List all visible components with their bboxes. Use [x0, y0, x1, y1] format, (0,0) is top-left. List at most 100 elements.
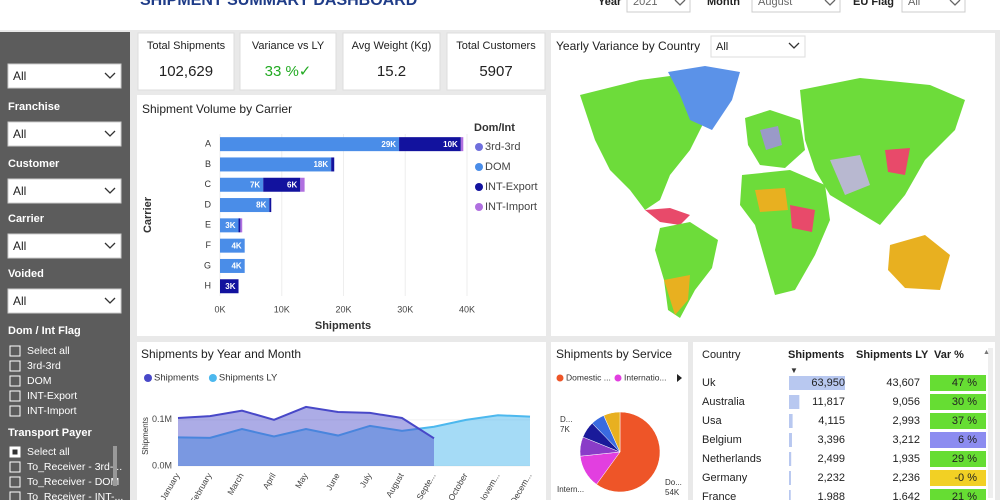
- line: [177, 405, 435, 440]
- legend-marker: [556, 374, 564, 382]
- sidebar-dropdown[interactable]: [7, 178, 122, 204]
- table-cell: 30 %: [952, 396, 977, 408]
- map-greenland: [668, 66, 740, 130]
- data-label: 6K: [287, 180, 297, 189]
- dropdown-value: All: [13, 294, 26, 308]
- bar-segment: [220, 198, 270, 213]
- kpi-card: [137, 32, 235, 91]
- pie-slice: [603, 411, 621, 453]
- chart-title: Shipments by Service: [556, 347, 672, 361]
- table-cell: 2,993: [892, 415, 920, 427]
- filter-value: August: [758, 0, 792, 8]
- checkbox[interactable]: [9, 405, 21, 417]
- slice-label: Intern...: [557, 485, 584, 494]
- map-asia-gray: [830, 155, 870, 195]
- y-tick-label: B: [205, 159, 211, 169]
- data-label: 7K: [250, 180, 260, 189]
- sidebar-label: Franchise: [8, 101, 60, 113]
- var-cell: [930, 413, 986, 429]
- checkbox[interactable]: [9, 390, 21, 402]
- legend-next-arrow[interactable]: [677, 374, 682, 382]
- y-tick-label: 0.1M: [152, 414, 172, 424]
- data-bar: [789, 414, 793, 428]
- sidebar-dropdown[interactable]: [7, 233, 122, 259]
- kpi-card: [446, 32, 546, 91]
- table-cell: Belgium: [702, 434, 742, 446]
- legend-marker: [614, 374, 622, 382]
- legend-label: Internatio...: [624, 372, 667, 382]
- checkbox-label: DOM: [27, 375, 52, 387]
- legend-label: Shipments: [154, 373, 199, 384]
- map-filter-dropdown[interactable]: [710, 35, 806, 58]
- legend-marker: [475, 203, 483, 211]
- table-cell: 21 %: [952, 491, 977, 500]
- table-cell: France: [702, 491, 736, 500]
- legend-label: Domestic ...: [566, 372, 611, 382]
- y-tick-label: A: [205, 139, 211, 149]
- checkbox[interactable]: [9, 476, 21, 488]
- filter-value: 2021: [633, 0, 657, 8]
- data-label: 3K: [225, 282, 235, 291]
- var-cell: [930, 489, 986, 500]
- data-label: 4K: [231, 262, 241, 271]
- checkbox-tick: [12, 449, 18, 455]
- map-asia-red: [885, 148, 910, 175]
- filter-label: Month: [707, 0, 740, 8]
- filter-dropdown[interactable]: [626, 0, 691, 13]
- sidebar-dropdown[interactable]: [7, 121, 122, 147]
- data-label: 18K: [313, 160, 328, 169]
- data-bar: [789, 471, 791, 485]
- world-map: [580, 66, 965, 318]
- filter-label: EU Flag: [853, 0, 894, 8]
- table-cell: 63,950: [811, 377, 845, 389]
- checkbox[interactable]: [9, 345, 21, 357]
- scroll-up-arrow: ▲: [983, 349, 990, 356]
- dashboard-title: SHIPMENT SUMMARY DASHBOARD: [140, 0, 417, 9]
- y-tick-label: D: [205, 199, 212, 209]
- bar-segment: [220, 258, 245, 273]
- filter-dropdown[interactable]: [751, 0, 841, 13]
- checkbox[interactable]: [9, 461, 21, 473]
- x-tick-label: 10K: [274, 304, 290, 314]
- var-cell: [930, 394, 986, 410]
- bar-panel: [137, 95, 546, 336]
- sidebar-dropdown[interactable]: [7, 63, 122, 89]
- legend-label: Shipments LY: [219, 373, 278, 384]
- filter-dropdown[interactable]: [901, 0, 966, 13]
- legend-marker: [475, 163, 483, 171]
- checkbox-label: To_Receiver - INT-...: [27, 491, 123, 500]
- checkbox[interactable]: [9, 491, 21, 500]
- x-tick-label: 30K: [397, 304, 413, 314]
- bar-segment: [460, 137, 464, 152]
- table-cell: 1,935: [892, 453, 920, 465]
- data-label: 3K: [225, 221, 235, 230]
- data-bar: [789, 376, 845, 390]
- table-cell: 9,056: [892, 396, 920, 408]
- checkbox[interactable]: [9, 360, 21, 372]
- chevron-icon: [674, 0, 686, 6]
- chevron-icon: [788, 42, 800, 49]
- y-tick-label: F: [206, 240, 212, 250]
- kpi-value: 33 %✓: [265, 63, 312, 80]
- table-cell: 2,236: [892, 472, 920, 484]
- y-tick-label: C: [205, 179, 212, 189]
- sidebar-dropdown[interactable]: [7, 288, 122, 314]
- var-cell: [930, 470, 986, 486]
- kpi-label: Total Customers: [456, 40, 536, 52]
- dropdown-value: All: [13, 127, 26, 141]
- data-label: 29K: [381, 140, 396, 149]
- table-cell: 3,212: [892, 434, 920, 446]
- data-label: 8K: [256, 201, 266, 210]
- map-filter-value: All: [716, 41, 728, 53]
- bar-segment: [399, 137, 461, 152]
- table-cell: 11,817: [812, 396, 845, 408]
- x-tick-label: 20K: [335, 304, 351, 314]
- table-cell: 3,396: [817, 434, 845, 446]
- checkbox[interactable]: [9, 375, 21, 387]
- chevron-icon: [104, 187, 116, 194]
- chart-title: Shipment Volume by Carrier: [142, 102, 292, 116]
- map-australia: [888, 235, 950, 290]
- legend-label: INT-Export: [485, 181, 538, 193]
- area-fill: [178, 406, 434, 466]
- table-cell: 47 %: [952, 377, 977, 389]
